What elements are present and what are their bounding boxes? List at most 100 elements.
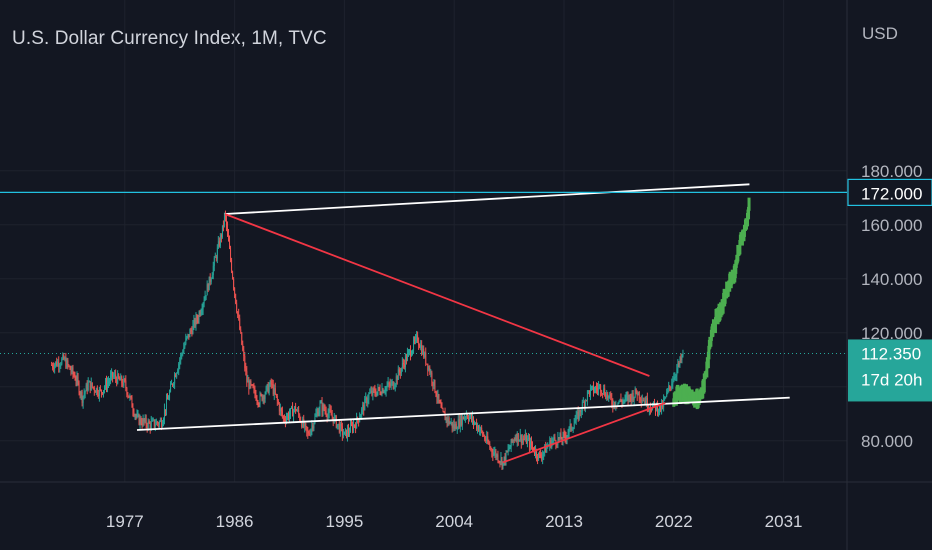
candle-body bbox=[515, 437, 517, 442]
candle-body bbox=[488, 442, 490, 445]
candle-body bbox=[310, 429, 312, 435]
candle-body bbox=[625, 396, 627, 398]
last-price-badge-box bbox=[848, 339, 932, 402]
price-axis[interactable]: 80.000 120.000 140.000 160.000 180.000 bbox=[861, 162, 922, 451]
candle-body bbox=[545, 445, 547, 453]
candle-body bbox=[559, 433, 561, 439]
candle-body bbox=[530, 440, 531, 448]
candle-body bbox=[100, 388, 101, 390]
candle-body bbox=[527, 438, 528, 444]
candle-body bbox=[422, 348, 424, 355]
candle-body bbox=[511, 439, 513, 442]
candle-body bbox=[498, 461, 500, 463]
candle-body bbox=[504, 456, 506, 463]
candle-body bbox=[553, 437, 555, 440]
candle-body bbox=[323, 404, 325, 410]
candle-body bbox=[541, 456, 543, 459]
candle-body bbox=[506, 451, 508, 452]
candle-body bbox=[97, 394, 99, 397]
trendlines[interactable] bbox=[136, 183, 790, 464]
candle-body bbox=[209, 276, 211, 282]
level-price-badge: 172.000 bbox=[847, 178, 932, 206]
candle-body bbox=[668, 385, 670, 390]
candle-body bbox=[411, 354, 412, 357]
candle-body bbox=[193, 319, 195, 325]
candle-body bbox=[390, 382, 392, 386]
candle-body bbox=[645, 397, 647, 405]
candle-body bbox=[427, 363, 429, 371]
candle-body bbox=[177, 370, 179, 374]
candle-body bbox=[211, 275, 213, 279]
candle-body bbox=[354, 424, 356, 426]
candle-body bbox=[254, 388, 256, 395]
red-trendline-3[interactable] bbox=[224, 213, 650, 377]
candle-body bbox=[205, 295, 207, 297]
candle-body bbox=[419, 345, 421, 348]
candle-body bbox=[617, 402, 619, 406]
candle-body bbox=[655, 404, 656, 411]
red-trendline-4[interactable] bbox=[502, 402, 666, 464]
candle-body bbox=[356, 417, 358, 429]
candle-body bbox=[135, 415, 137, 417]
candle-body bbox=[358, 420, 360, 422]
candle-body bbox=[455, 424, 457, 430]
candle-body bbox=[89, 381, 91, 390]
time-axis[interactable]: 1977 1986 1995 2004 2013 2022 2031 bbox=[106, 512, 803, 531]
candle-body bbox=[165, 409, 166, 412]
candle-body bbox=[280, 408, 282, 412]
candle-body bbox=[620, 399, 622, 402]
candle-body bbox=[297, 410, 299, 411]
candle-body bbox=[398, 369, 400, 373]
candle-body bbox=[355, 425, 357, 429]
candle-body bbox=[384, 391, 386, 392]
candle-body bbox=[660, 404, 662, 411]
candle-body bbox=[159, 420, 161, 422]
white-trendline-2[interactable] bbox=[136, 396, 790, 431]
candle-body bbox=[525, 435, 527, 444]
candle-body bbox=[424, 352, 426, 357]
candle-body bbox=[431, 372, 433, 382]
candle-body bbox=[492, 452, 494, 456]
candle-body bbox=[624, 396, 626, 401]
candle-body bbox=[417, 335, 419, 342]
candle-body bbox=[388, 382, 390, 385]
white-trendline-1[interactable] bbox=[224, 183, 750, 215]
candle-body bbox=[264, 393, 266, 399]
x-tick-label: 2013 bbox=[545, 512, 583, 531]
candle-body bbox=[294, 406, 296, 411]
candle-body bbox=[418, 341, 420, 346]
candle-body bbox=[247, 380, 249, 383]
candle-body bbox=[68, 364, 70, 367]
candle-body bbox=[493, 452, 495, 456]
candle-body bbox=[292, 406, 294, 417]
candle-body bbox=[53, 367, 55, 369]
candle-body bbox=[351, 424, 353, 425]
candle-body bbox=[667, 389, 669, 392]
candle-body bbox=[569, 423, 571, 428]
candle-body bbox=[518, 439, 520, 442]
candle-body bbox=[91, 382, 93, 387]
y-tick-label: 160.000 bbox=[861, 216, 922, 235]
candle-body bbox=[475, 422, 477, 424]
candle-body bbox=[105, 381, 106, 388]
candle-body bbox=[215, 256, 217, 259]
candle-body bbox=[635, 388, 637, 394]
candle-body bbox=[67, 360, 69, 365]
candle-body bbox=[111, 372, 113, 376]
candle-body bbox=[54, 364, 56, 369]
candle-body bbox=[217, 241, 219, 248]
candle-body bbox=[229, 241, 231, 249]
candle-body bbox=[365, 397, 367, 399]
level-badge-label: 172.000 bbox=[861, 184, 922, 203]
candle-body bbox=[338, 423, 340, 433]
candle-body bbox=[189, 330, 191, 338]
candle-body bbox=[472, 417, 473, 421]
candle-body bbox=[274, 388, 276, 394]
candle-body bbox=[303, 419, 305, 427]
candle-body bbox=[363, 405, 365, 411]
candle-body bbox=[586, 391, 588, 401]
candle-body bbox=[313, 423, 315, 429]
candle-body bbox=[192, 324, 194, 334]
candle-body bbox=[681, 356, 683, 361]
